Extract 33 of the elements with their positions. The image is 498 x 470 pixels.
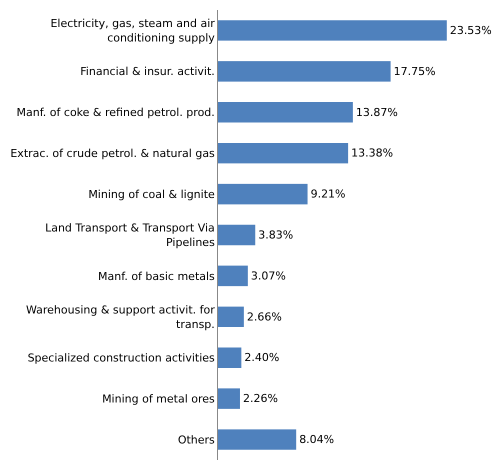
data-label: 13.87%	[356, 106, 398, 119]
data-label: 17.75%	[394, 64, 436, 78]
y-tick-label: Warehousing & support activit. for transp.	[26, 304, 216, 331]
y-tick-label: Manf. of coke & refined petrol. prod.	[16, 106, 215, 120]
bar	[218, 61, 391, 82]
y-tick-label: Land Transport & Transport Via Pipelines	[45, 222, 216, 249]
y-tick-label: Financial & insur. activit.	[80, 65, 215, 78]
bar	[218, 266, 248, 286]
bar	[218, 184, 308, 204]
bar	[218, 388, 240, 409]
data-label: 2.26%	[242, 392, 278, 406]
y-tick-label: Specialized construction activities	[28, 352, 216, 365]
y-tick-label: Mining of metal ores	[102, 392, 216, 406]
data-label: 13.38%	[351, 146, 394, 160]
data-label: 8.04%	[299, 433, 334, 446]
bar	[218, 142, 348, 164]
bar	[218, 102, 353, 122]
y-tick-label: Others	[178, 433, 216, 446]
data-label: 2.40%	[244, 351, 280, 364]
bar	[218, 306, 244, 328]
data-label: 3.83%	[258, 228, 294, 242]
y-tick-label: Mining of coal & lignite	[88, 188, 216, 201]
y-tick-label: Extrac. of crude petrol. & natural gas	[10, 147, 216, 160]
y-tick-label: Electricity, gas, steam and air conditioning supply	[50, 17, 216, 44]
data-label: 9.21%	[310, 188, 346, 201]
data-label: 23.53%	[450, 24, 492, 37]
data-label: 2.66%	[246, 310, 282, 324]
data-label: 3.07%	[250, 269, 286, 282]
y-tick-label: Manf. of basic metals	[98, 270, 216, 283]
bar	[218, 348, 242, 368]
bar	[218, 224, 256, 246]
bar	[218, 20, 447, 41]
bar	[218, 429, 296, 450]
